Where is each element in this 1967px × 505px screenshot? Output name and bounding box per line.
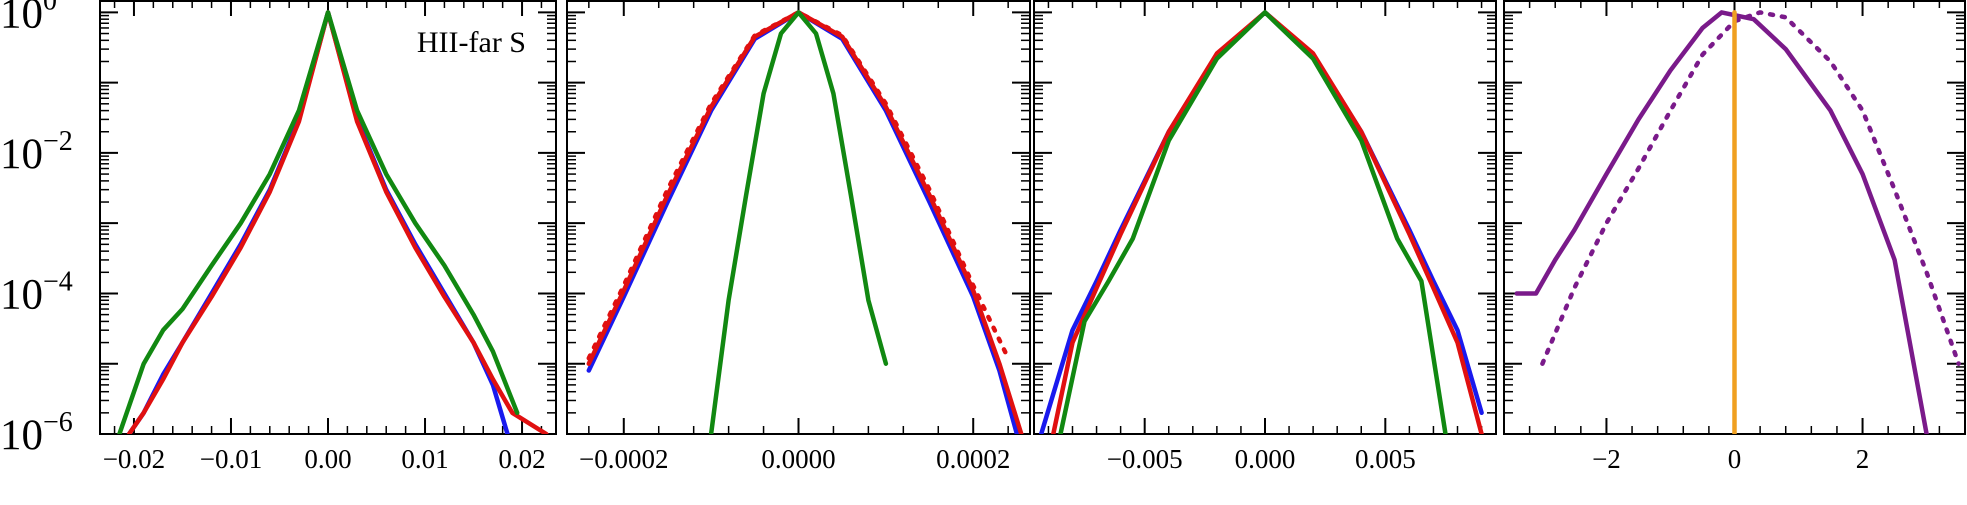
x-tick-label: −0.0002 <box>579 444 668 474</box>
plot-frame <box>566 0 1031 435</box>
y-tick-label: 10−2 <box>0 126 73 178</box>
series-line-1 <box>1514 10 1929 434</box>
series-group <box>586 10 1024 434</box>
x-tick-label: 0.02 <box>498 444 545 474</box>
chart-panel-1: −0.02 −0.01 0.00 0.01 0.02 100 10−2 10−4 10−6 HII… <box>0 0 557 474</box>
x-tick-label: 2 <box>1856 444 1870 474</box>
y-tick-label: 10−4 <box>0 266 73 318</box>
series-line-4 <box>708 10 889 434</box>
series-group <box>1514 10 1961 434</box>
panel-annotation: HII-far S <box>417 26 526 59</box>
series-line-3 <box>117 10 520 434</box>
x-tick-label: 0.00 <box>304 444 351 474</box>
series-line-2 <box>126 10 549 434</box>
x-tick-label: −0.02 <box>103 444 165 474</box>
x-tick-label: 0.01 <box>401 444 448 474</box>
chart-panel-3: −0.005 0.000 0.005 <box>1033 0 1497 474</box>
series-line-3 <box>1058 10 1448 434</box>
plot-frame <box>1033 0 1497 435</box>
x-tick-label: −0.005 <box>1107 444 1183 474</box>
series-group <box>1038 10 1484 434</box>
series-line-2 <box>586 10 1024 434</box>
x-tick-label: 0.000 <box>1235 444 1296 474</box>
series-line-2 <box>1540 10 1961 366</box>
series-line-1 <box>126 10 510 434</box>
y-tick-label: 10−6 <box>0 407 73 459</box>
x-tick-label: −0.01 <box>200 444 262 474</box>
y-tick-label: 100 <box>0 0 57 37</box>
x-tick-label: −2 <box>1592 444 1621 474</box>
chart-panel-2: −0.0002 0.0000 0.0002 <box>566 0 1031 474</box>
x-tick-label: 0.0000 <box>761 444 835 474</box>
x-tick-label: 0 <box>1728 444 1742 474</box>
series-line-2 <box>1051 10 1484 434</box>
series-line-1 <box>1038 10 1484 434</box>
series-line-3 <box>586 10 1011 361</box>
series-group <box>117 10 549 434</box>
x-tick-label: 0.0002 <box>936 444 1010 474</box>
x-tick-label: 0.005 <box>1355 444 1416 474</box>
chart-panel-4: −2 0 2 <box>1503 0 1966 474</box>
